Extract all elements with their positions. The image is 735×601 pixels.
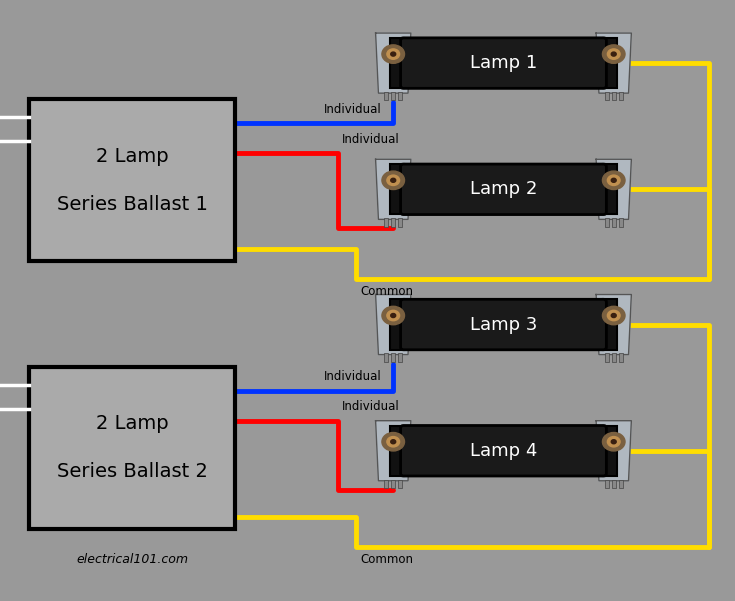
Text: Series Ballast 1: Series Ballast 1	[57, 195, 208, 214]
Polygon shape	[376, 33, 411, 93]
Text: Lamp 2: Lamp 2	[470, 180, 537, 198]
Polygon shape	[596, 421, 631, 481]
Circle shape	[382, 171, 404, 189]
FancyBboxPatch shape	[390, 426, 404, 476]
FancyBboxPatch shape	[391, 92, 395, 100]
Text: Individual: Individual	[323, 103, 381, 116]
Circle shape	[382, 45, 404, 63]
Circle shape	[391, 314, 395, 317]
FancyBboxPatch shape	[398, 353, 402, 362]
Circle shape	[607, 310, 620, 321]
Circle shape	[612, 52, 616, 56]
FancyBboxPatch shape	[29, 99, 235, 261]
FancyBboxPatch shape	[391, 480, 395, 488]
FancyBboxPatch shape	[605, 218, 609, 227]
Circle shape	[612, 178, 616, 182]
FancyBboxPatch shape	[29, 367, 235, 529]
Circle shape	[603, 45, 625, 63]
FancyBboxPatch shape	[612, 353, 616, 362]
FancyBboxPatch shape	[391, 218, 395, 227]
Text: Individual: Individual	[342, 133, 400, 146]
Polygon shape	[596, 159, 631, 219]
Circle shape	[382, 433, 404, 451]
FancyBboxPatch shape	[384, 353, 388, 362]
Text: electrical101.com: electrical101.com	[76, 553, 188, 566]
Circle shape	[387, 310, 400, 321]
Polygon shape	[596, 294, 631, 355]
Circle shape	[607, 175, 620, 186]
Circle shape	[391, 178, 395, 182]
Text: Individual: Individual	[342, 400, 400, 413]
Text: Common: Common	[360, 553, 413, 566]
FancyBboxPatch shape	[401, 164, 606, 215]
Circle shape	[391, 440, 395, 444]
FancyBboxPatch shape	[612, 218, 616, 227]
Text: Lamp 4: Lamp 4	[470, 442, 537, 460]
FancyBboxPatch shape	[390, 299, 404, 350]
Text: 2 Lamp: 2 Lamp	[96, 147, 168, 166]
Circle shape	[387, 49, 400, 59]
FancyBboxPatch shape	[619, 480, 623, 488]
FancyBboxPatch shape	[619, 218, 623, 227]
Circle shape	[607, 49, 620, 59]
FancyBboxPatch shape	[603, 299, 617, 350]
FancyBboxPatch shape	[605, 480, 609, 488]
FancyBboxPatch shape	[384, 218, 388, 227]
FancyBboxPatch shape	[605, 92, 609, 100]
Polygon shape	[376, 159, 411, 219]
Circle shape	[612, 440, 616, 444]
FancyBboxPatch shape	[384, 92, 388, 100]
Circle shape	[382, 307, 404, 325]
Polygon shape	[376, 294, 411, 355]
Polygon shape	[376, 421, 411, 481]
FancyBboxPatch shape	[401, 299, 606, 350]
Text: Lamp 1: Lamp 1	[470, 54, 537, 72]
Polygon shape	[596, 33, 631, 93]
FancyBboxPatch shape	[398, 92, 402, 100]
Circle shape	[387, 436, 400, 447]
FancyBboxPatch shape	[603, 164, 617, 215]
Circle shape	[612, 314, 616, 317]
Circle shape	[391, 52, 395, 56]
FancyBboxPatch shape	[612, 92, 616, 100]
Circle shape	[603, 307, 625, 325]
FancyBboxPatch shape	[391, 353, 395, 362]
FancyBboxPatch shape	[603, 426, 617, 476]
FancyBboxPatch shape	[398, 480, 402, 488]
FancyBboxPatch shape	[390, 164, 404, 215]
FancyBboxPatch shape	[390, 38, 404, 88]
FancyBboxPatch shape	[384, 480, 388, 488]
FancyBboxPatch shape	[619, 353, 623, 362]
Circle shape	[603, 433, 625, 451]
Circle shape	[387, 175, 400, 186]
Text: Individual: Individual	[323, 370, 381, 383]
Text: Series Ballast 2: Series Ballast 2	[57, 462, 208, 481]
FancyBboxPatch shape	[605, 353, 609, 362]
FancyBboxPatch shape	[398, 218, 402, 227]
FancyBboxPatch shape	[603, 38, 617, 88]
Text: Lamp 3: Lamp 3	[470, 316, 537, 334]
Text: 2 Lamp: 2 Lamp	[96, 414, 168, 433]
FancyBboxPatch shape	[401, 426, 606, 476]
FancyBboxPatch shape	[612, 480, 616, 488]
FancyBboxPatch shape	[619, 92, 623, 100]
Circle shape	[603, 171, 625, 189]
Circle shape	[607, 436, 620, 447]
FancyBboxPatch shape	[401, 38, 606, 88]
Text: Common: Common	[360, 285, 413, 299]
